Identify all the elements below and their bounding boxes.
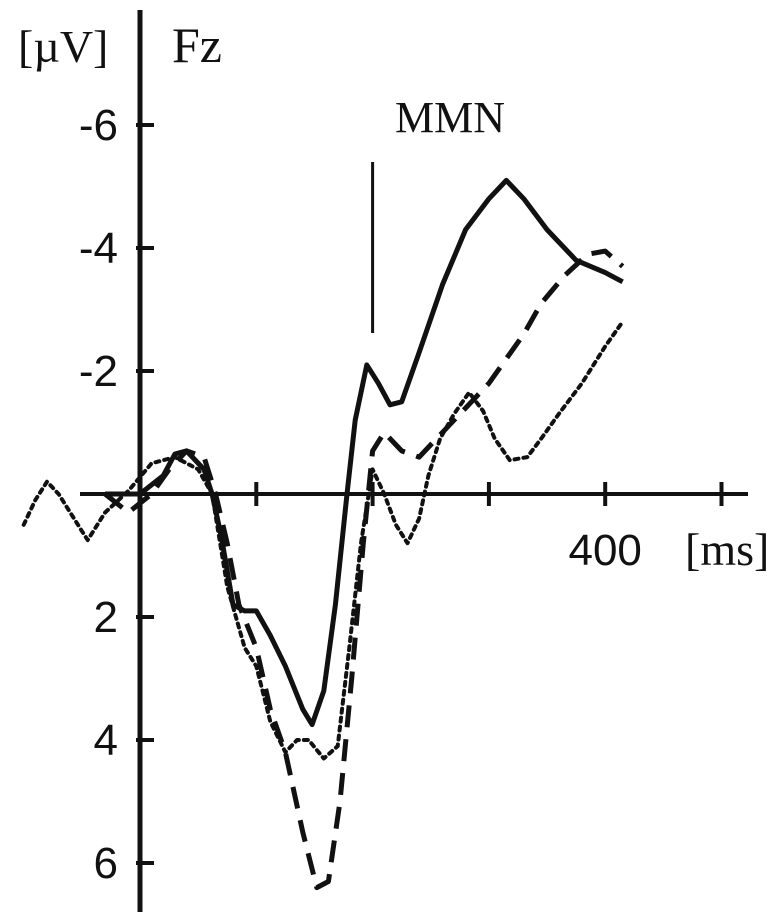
y-tick-label: -4: [79, 224, 118, 273]
channel-label: Fz: [172, 17, 222, 73]
x-unit-label: [ms]: [685, 524, 769, 575]
axes: -6 -4 -2 2 4 6 400: [79, 10, 748, 912]
y-tick-label: -6: [79, 101, 118, 150]
y-tick-label: 2: [94, 593, 118, 642]
labels-group: [µV] Fz [ms] MMN: [18, 17, 769, 575]
series-line-dashed: [103, 248, 625, 891]
x-tick-label: 400: [568, 526, 641, 575]
y-tick-label: 4: [94, 716, 118, 765]
series-line-solid: [105, 177, 624, 728]
y-tick-label: -2: [79, 347, 118, 396]
y-unit-label: [µV]: [18, 21, 108, 72]
mmn-annotation: MMN: [395, 93, 505, 142]
series-line-dotted: [21, 319, 625, 761]
series-group: [21, 177, 625, 891]
y-tick-label: 6: [94, 839, 118, 888]
